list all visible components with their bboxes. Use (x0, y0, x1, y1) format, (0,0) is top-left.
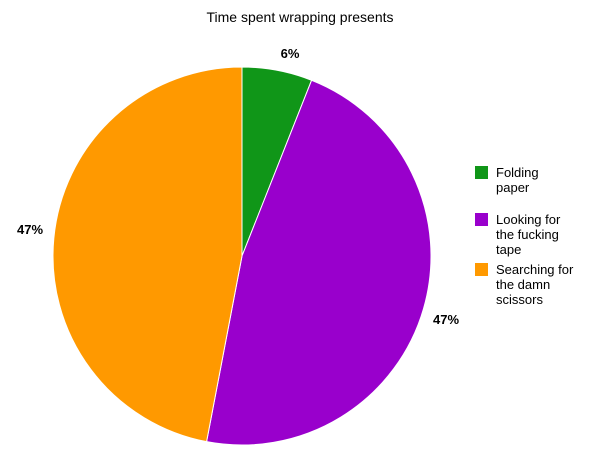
legend-item-3: Searching for the damn scissors (475, 262, 574, 307)
legend-label-line: Folding (496, 165, 539, 180)
legend-label-line: paper (496, 180, 530, 195)
legend-item-1: Folding paper (475, 165, 539, 195)
pie-slices (52, 66, 432, 446)
legend-label-1: Folding paper (496, 165, 539, 195)
legend-label-2: Looking for the fucking tape (496, 212, 561, 257)
slice-value-label-3: 47% (17, 222, 43, 237)
slice-value-label-1: 6% (281, 46, 300, 61)
legend-label-line: the fucking (496, 227, 559, 242)
slice-value-label-2: 47% (433, 312, 459, 327)
legend-label-line: tape (496, 242, 521, 257)
pie-slice-2 (206, 79, 432, 446)
legend-label-3: Searching for the damn scissors (496, 262, 574, 307)
legend-label-line: the damn (496, 277, 550, 292)
legend-label-line: scissors (496, 292, 543, 307)
chart-title: Time spent wrapping presents (206, 9, 393, 25)
legend: Folding paper Looking for the fucking tape Se… (475, 165, 574, 307)
pie-slice-3 (52, 66, 243, 443)
slice-value-labels: 6% 47% 47% (17, 46, 459, 327)
legend-label-line: Looking for (496, 212, 561, 227)
legend-label-line: Searching for (496, 262, 574, 277)
legend-swatch-2 (475, 213, 488, 226)
legend-swatch-1 (475, 166, 488, 179)
legend-swatch-3 (475, 263, 488, 276)
legend-item-2: Looking for the fucking tape (475, 212, 561, 257)
